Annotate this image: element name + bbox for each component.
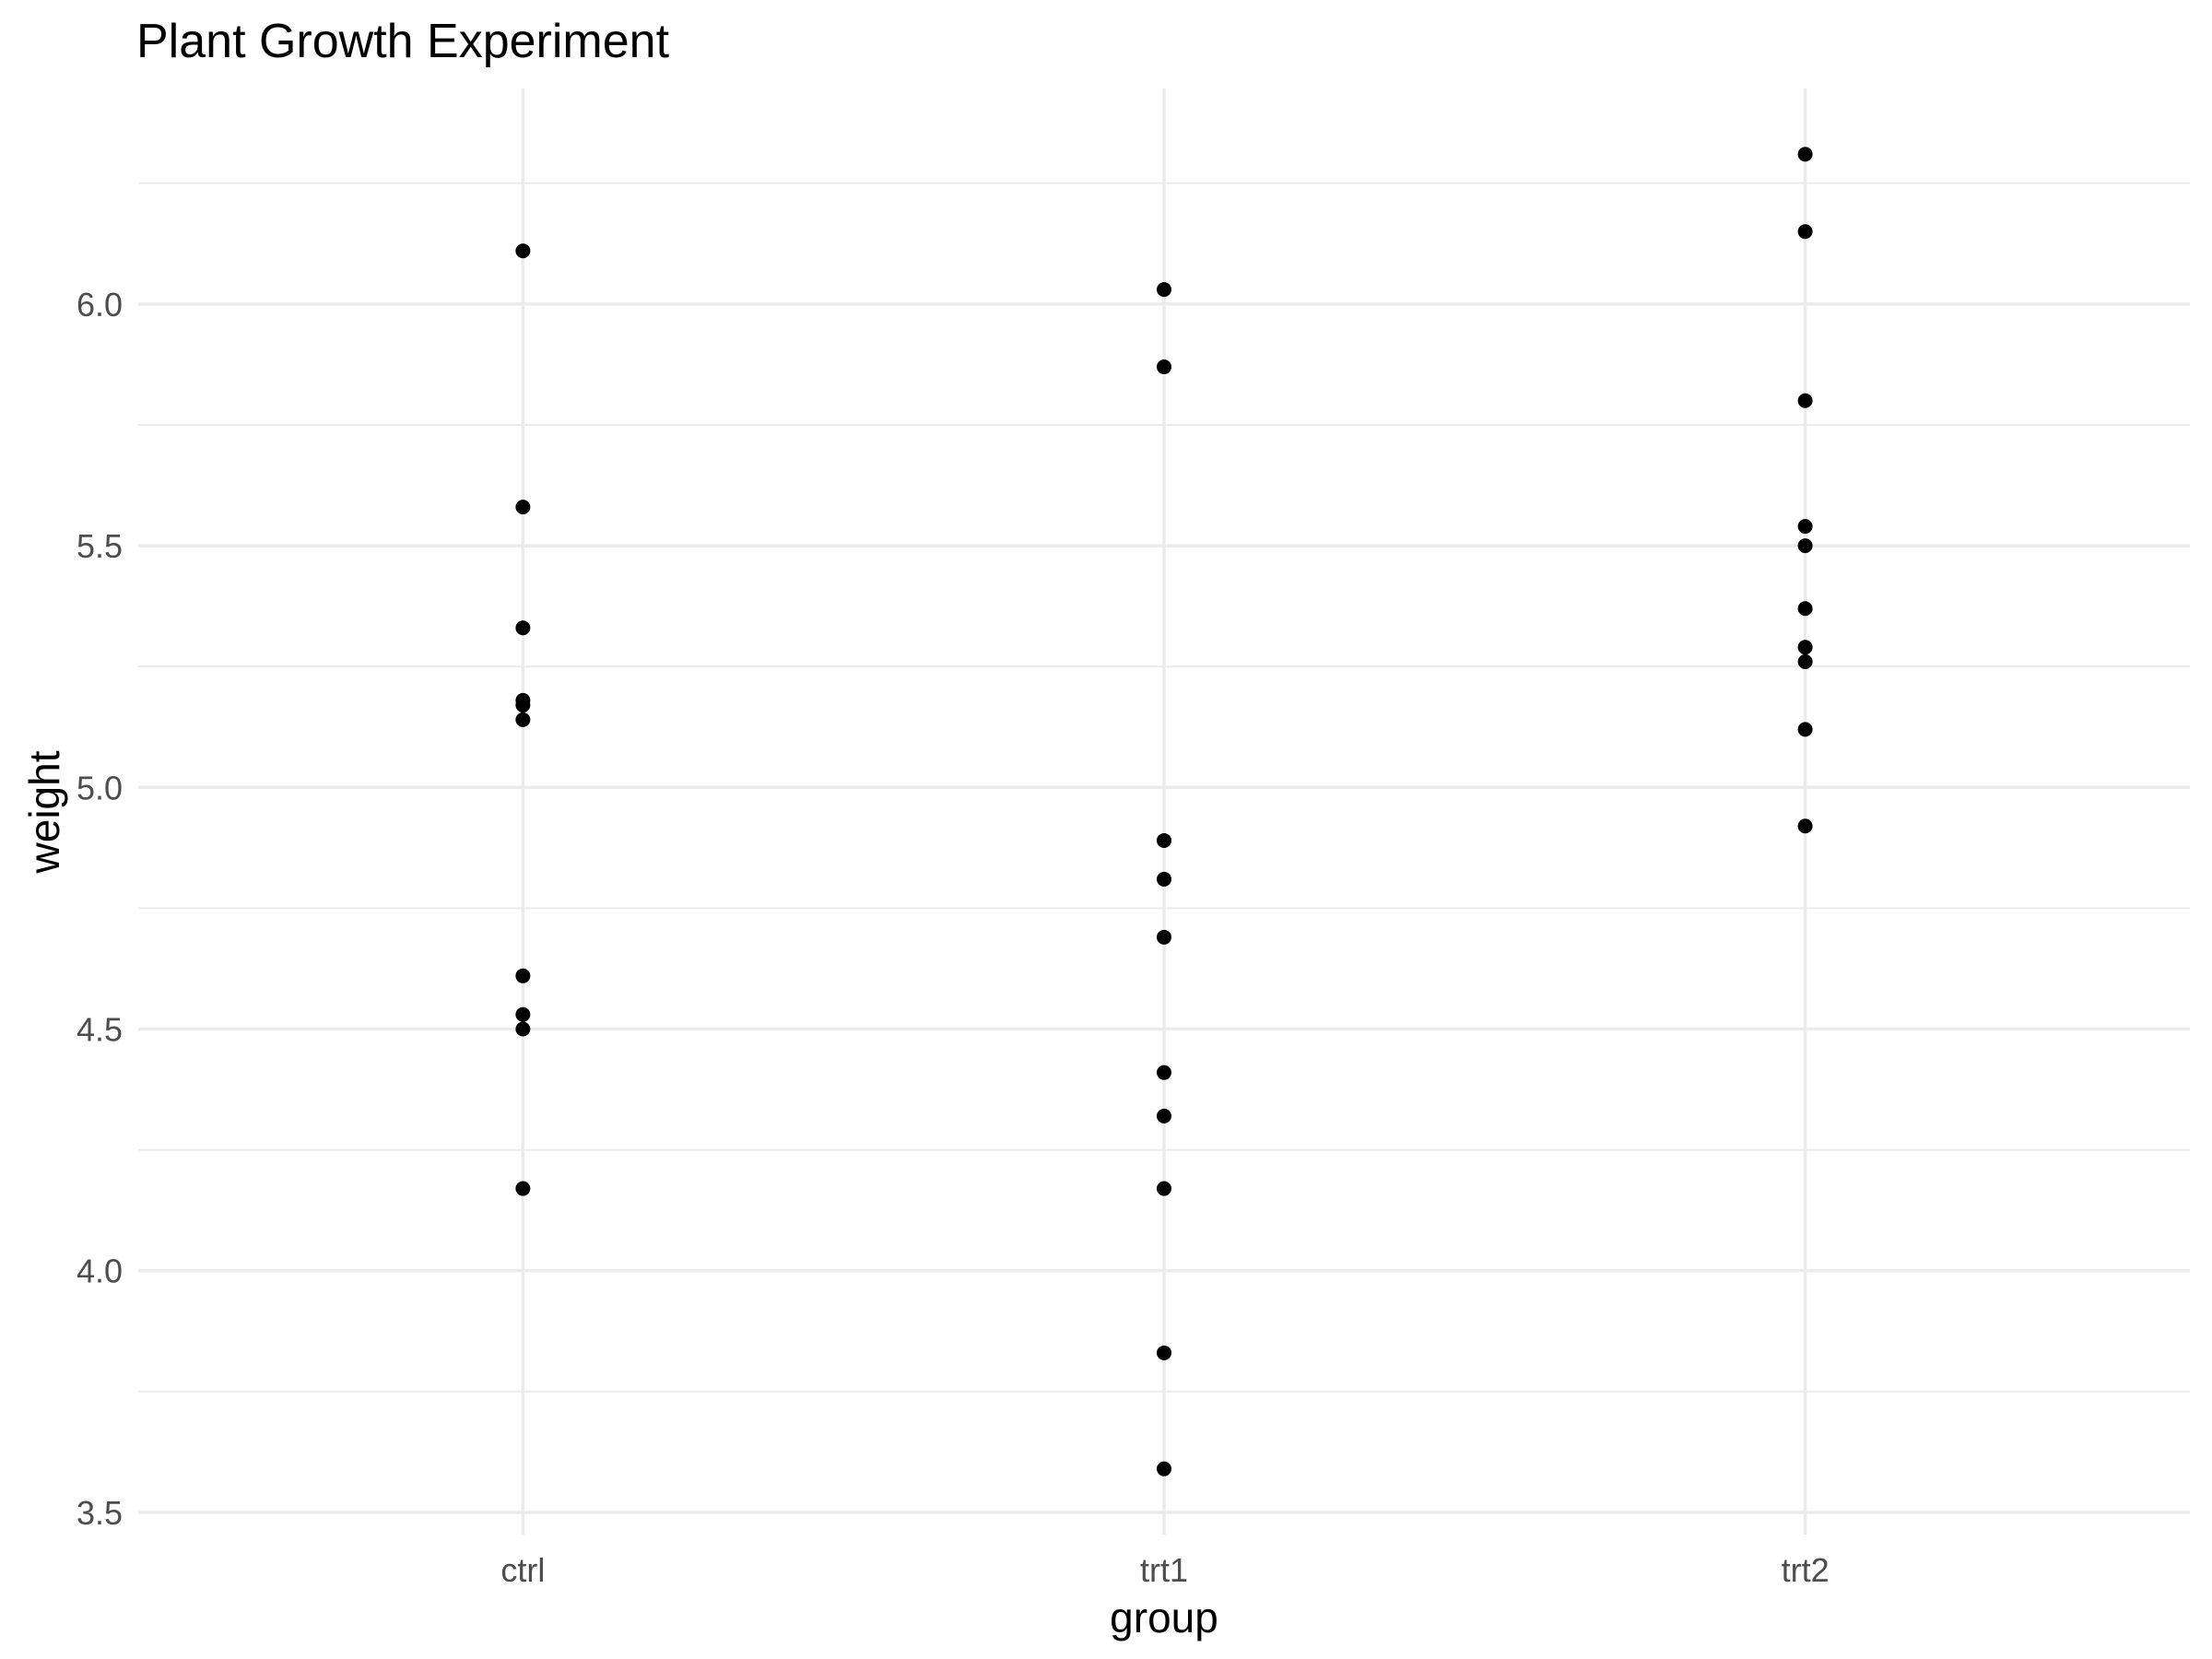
- y-tick-label: 3.5: [76, 1494, 123, 1532]
- x-tick-label: ctrl: [500, 1551, 545, 1589]
- data-point: [1157, 871, 1171, 887]
- data-point: [515, 698, 531, 713]
- data-point: [1157, 929, 1171, 945]
- y-axis-title: weight: [20, 750, 68, 874]
- data-point: [1157, 359, 1171, 375]
- data-point: [1797, 722, 1813, 737]
- data-point: [515, 968, 531, 983]
- data-point: [1157, 1345, 1171, 1360]
- point-layer: [515, 147, 1813, 1477]
- y-tick-label: 4.0: [76, 1253, 123, 1290]
- data-point: [1797, 640, 1813, 655]
- y-tick-label: 5.0: [76, 769, 123, 806]
- data-point: [515, 712, 531, 727]
- data-point: [1157, 1065, 1171, 1080]
- y-tick-label: 5.5: [76, 527, 123, 565]
- data-point: [1797, 538, 1813, 554]
- data-point: [515, 500, 531, 515]
- data-point: [1797, 653, 1813, 669]
- data-point: [1797, 147, 1813, 162]
- data-point: [1157, 1461, 1171, 1477]
- grid-layer: [138, 88, 2190, 1535]
- data-point: [1157, 282, 1171, 298]
- data-point: [1797, 601, 1813, 617]
- data-point: [1157, 1181, 1171, 1196]
- data-point: [515, 620, 531, 636]
- data-point: [1797, 818, 1813, 834]
- x-tick-label: trt1: [1140, 1551, 1188, 1589]
- data-point: [1157, 832, 1171, 848]
- x-axis-title: group: [1110, 1594, 1218, 1641]
- data-point: [1797, 519, 1813, 535]
- data-point: [515, 1021, 531, 1037]
- data-point: [515, 1006, 531, 1022]
- data-point: [1797, 224, 1813, 240]
- data-point: [515, 1181, 531, 1196]
- x-tick-label: trt2: [1782, 1551, 1830, 1589]
- data-point: [1157, 1108, 1171, 1124]
- chart-title: Plant Growth Experiment: [136, 15, 670, 68]
- y-tick-label: 6.0: [76, 286, 123, 324]
- data-point: [515, 243, 531, 259]
- data-point: [1797, 393, 1813, 408]
- y-tick-label: 4.5: [76, 1010, 123, 1048]
- tick-layer: 3.5 4.0 4.5 5.0 5.5 6.0 ctrl trt1 trt2: [76, 286, 1830, 1589]
